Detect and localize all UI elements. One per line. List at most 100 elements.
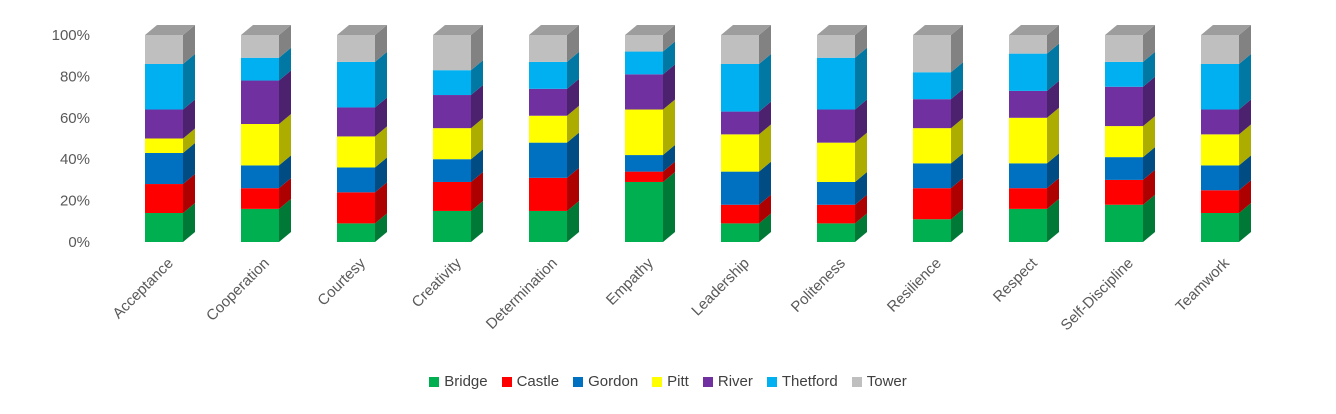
bar-segment-tower [913,25,963,73]
legend-label: Castle [516,373,560,390]
bar-segment-gordon [529,132,579,178]
bar-segment-bridge [721,213,771,242]
category-label: Teamwork [1172,254,1233,315]
legend-item-river: River [702,373,753,390]
bar-segment-river [721,101,771,135]
bar-segment-gordon [337,157,387,193]
bar-segment-castle [1105,169,1155,205]
bar-segment-pitt [145,128,195,153]
bar-stack [913,25,963,242]
category-label: Creativity [409,254,466,311]
bar-segment-thetford [817,47,867,110]
legend-swatch [702,376,713,387]
bar-segment-river [1009,80,1059,118]
bar-segment-pitt [1105,116,1155,158]
bar-segment-bridge [1105,194,1155,242]
category-label: Politeness [788,255,849,316]
bar-segment-bridge [817,213,867,242]
bar-segment-castle [913,178,963,220]
bar-stack [337,25,387,242]
bar-segment-gordon [1201,155,1251,191]
category-label: Acceptance [109,255,176,322]
legend-item-pitt: Pitt [652,373,689,390]
bar-stack [1105,25,1155,242]
bar-segment-thetford [913,62,963,100]
bar-segment-river [1201,99,1251,135]
bar-segment-gordon [913,153,963,189]
bar-segment-tower [241,25,291,58]
legend-swatch [851,376,862,387]
legend-swatch [652,376,663,387]
category-label: Courtesy [314,254,369,309]
bar-segment-river [1105,76,1155,127]
legend-swatch [573,376,584,387]
bar-segment-thetford [529,51,579,89]
bar-stack [529,25,579,242]
bar-segment-thetford [625,41,675,75]
bar-segment-tower [529,25,579,62]
bar-segment-bridge [145,203,195,242]
bar-segment-gordon [1105,147,1155,180]
bar-segment-pitt [433,118,483,160]
bar-segment-tower [625,25,675,52]
bar-segment-pitt [1009,107,1059,164]
bar-segment-thetford [1201,53,1251,110]
bar-segment-tower [145,25,195,64]
bar-segment-river [913,89,963,129]
bar-segment-thetford [1105,51,1155,87]
y-tick-label: 0% [68,234,90,251]
bar-segment-thetford [145,53,195,110]
category-label: Respect [990,254,1042,306]
legend-item-gordon: Gordon [573,373,638,390]
bar-segment-tower [1105,25,1155,62]
bar-segment-tower [337,25,387,62]
bar-segment-gordon [625,145,675,172]
bar-segment-river [529,78,579,116]
bar-segment-pitt [241,114,291,166]
bar-segment-river [337,97,387,137]
bars [145,25,1251,242]
legend-label: Thetford [781,373,838,390]
bar-segment-river [817,99,867,143]
bar-segment-castle [337,182,387,224]
bar-segment-thetford [337,51,387,108]
bar-segment-river [433,85,483,129]
legend-item-castle: Castle [501,373,560,390]
bar-stack [721,25,771,242]
legend-item-thetford: Thetford [766,373,838,390]
legend-label: Pitt [667,373,689,390]
bar-segment-river [625,64,675,110]
legend-swatch [429,376,440,387]
bar-segment-pitt [721,124,771,172]
legend-item-tower: Tower [851,373,907,390]
bar-segment-castle [433,171,483,211]
legend-label: Tower [866,373,907,390]
bar-segment-castle [817,194,867,224]
bar-segment-tower [1201,25,1251,64]
bar-segment-gordon [145,142,195,185]
bar-segment-castle [625,161,675,182]
bar-segment-pitt [817,132,867,182]
bar-segment-thetford [433,60,483,96]
bar-segment-castle [1009,178,1059,209]
bar-stack [625,25,675,242]
bar-segment-river [145,99,195,139]
category-label: Empathy [603,254,657,308]
legend-label: Gordon [588,373,639,390]
bar-segment-castle [1201,180,1251,214]
bar-stack [241,25,291,242]
y-axis: 0% 20% 40% 60% 80% 100% [52,27,90,251]
bar-stack [433,25,483,242]
bar-segment-bridge [913,209,963,242]
y-tick-label: 40% [60,151,90,168]
category-label: Cooperation [203,255,273,325]
bar-segment-gordon [1009,153,1059,189]
bar-segment-pitt [1201,124,1251,166]
legend-swatch [501,376,512,387]
bar-segment-gordon [817,171,867,205]
bar-segment-castle [721,194,771,224]
category-label: Determination [483,255,561,333]
legend-label: River [717,373,753,390]
bar-segment-gordon [721,161,771,205]
